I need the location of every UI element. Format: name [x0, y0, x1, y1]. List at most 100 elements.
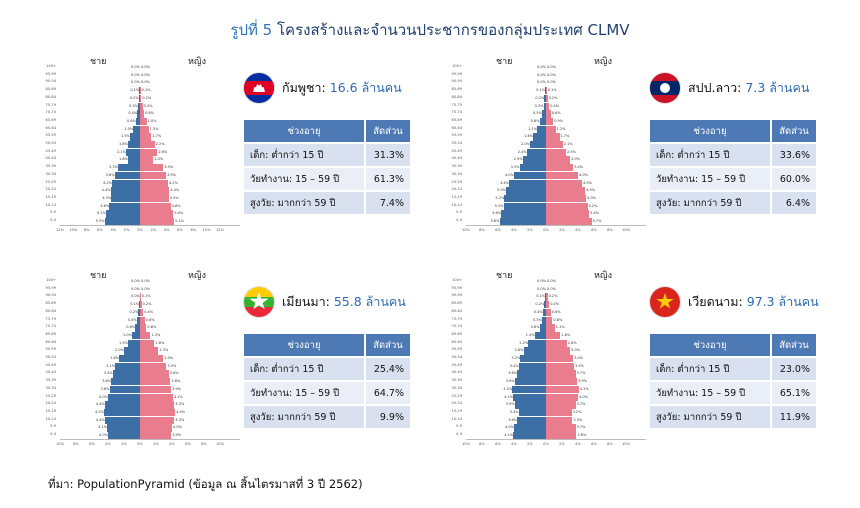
male-bar [545, 87, 546, 95]
age-tick: 65-69 [451, 331, 462, 336]
male-bar [128, 339, 140, 347]
female-value: 3.7% [576, 425, 586, 430]
male-value: 0.1% [536, 88, 546, 93]
male-value: 1.8% [119, 142, 128, 146]
male-bar [135, 324, 140, 332]
male-value: 1.6% [524, 134, 534, 139]
header-age: ช่วงอายุ [244, 120, 364, 142]
male-value: 1.4% [525, 332, 535, 337]
female-bar [140, 210, 174, 218]
male-value: 0.4% [128, 111, 138, 116]
x-axis [466, 225, 646, 226]
male-value: 0.1% [130, 302, 140, 307]
female-bar [546, 401, 576, 409]
male-bar [518, 362, 546, 371]
age-tick: 60-64 [451, 125, 462, 130]
female-value: 4.3% [169, 195, 179, 200]
age-group-label: เด็ก: ต่ำกว่า 15 ปี [650, 144, 770, 166]
male-bar [138, 102, 140, 110]
age-tick: 15-19 [45, 408, 56, 413]
male-value: 0.0% [131, 279, 140, 283]
female-value: 1.0% [147, 118, 157, 123]
male-bar [522, 156, 546, 164]
male-value: 4.0% [505, 172, 514, 177]
female-value: 1.7% [152, 134, 162, 139]
male-value: 4.6% [100, 203, 110, 208]
x-tick: 0% [543, 228, 549, 232]
female-value: 4.2% [169, 180, 178, 185]
x-tick: 0% [543, 442, 549, 446]
male-value: 4.1% [504, 394, 514, 399]
female-value: 1.2% [556, 126, 566, 131]
female-value: 3.3% [167, 363, 177, 368]
age-tick: 60-64 [45, 125, 56, 130]
panel-vietnam: ชาย หญิง 100+ 95-99 90-94 85-89 80-84 75-79 70-7… [436, 262, 831, 462]
male-bar [519, 164, 546, 172]
female-value: 5.0% [174, 211, 184, 216]
vietnam-flag-icon [650, 287, 680, 317]
age-tick: 10-14 [45, 416, 56, 421]
female-value: 0.1% [547, 88, 557, 93]
male-value: 3.9% [505, 379, 515, 384]
male-bar [539, 324, 546, 332]
country-name: กัมพูชา: [282, 80, 326, 95]
male-bar [124, 347, 140, 355]
male-bar [545, 293, 546, 301]
x-axis [466, 439, 646, 440]
female-bar [546, 378, 578, 386]
age-tick: 30-34 [45, 171, 56, 176]
female-bar [140, 370, 169, 378]
female-value: 3.5% [575, 363, 584, 368]
male-value: 0.2% [535, 302, 545, 307]
age-tick: 90-94 [45, 79, 56, 84]
male-bar [542, 316, 546, 324]
female-bar [140, 87, 141, 95]
age-tick: 85-89 [45, 87, 56, 92]
age-tick: 45-49 [451, 148, 462, 153]
female-value: 3.9% [172, 433, 182, 437]
x-tick: 8% [201, 442, 207, 446]
figure-number: รูปที่ 5 [230, 21, 273, 39]
table-header-row: ช่วงอายุ สัดส่วน [650, 120, 816, 142]
age-tick: 70-74 [45, 324, 56, 329]
male-value: 0.2% [129, 95, 139, 100]
age-tick: 10-14 [45, 202, 56, 207]
female-bar [140, 408, 176, 417]
male-value: 2.0% [521, 142, 530, 146]
age-group-label: เด็ก: ต่ำกว่า 15 ปี [244, 144, 364, 166]
male-bar [530, 141, 546, 149]
male-value: 4.5% [95, 409, 104, 414]
female-bar [140, 432, 172, 440]
x-tick: 2% [559, 228, 565, 232]
male-value: 0.3% [129, 103, 138, 108]
male-bar [534, 331, 546, 340]
age-tick: 75-79 [45, 102, 56, 107]
female-value: 3.4% [574, 165, 584, 170]
female-value: 0.0% [141, 72, 150, 77]
female-value: 1.8% [155, 340, 165, 345]
male-value: 3.8% [105, 172, 115, 177]
female-bar [546, 187, 586, 195]
female-bar [140, 293, 141, 301]
myanmar-flag-icon [244, 287, 274, 317]
male-bar [504, 194, 546, 203]
female-label: หญิง [594, 57, 612, 67]
male-bar [518, 408, 546, 417]
table-row: สูงวัย: มากกว่า 59 ปี 6.4% [650, 192, 816, 214]
female-bar [546, 370, 576, 378]
age-group-label: สูงวัย: มากกว่า 59 ปี [650, 406, 770, 428]
male-bar [109, 202, 140, 210]
x-tick: 6% [495, 228, 501, 232]
male-bar [544, 94, 546, 103]
table-row: วัยทำงาน: 15 – 59 ปี 60.0% [650, 168, 816, 190]
age-tick: 65-69 [451, 117, 462, 122]
age-group-label: วัยทำงาน: 15 – 59 ปี [650, 168, 770, 190]
x-tick: 8% [479, 442, 485, 446]
country-header: เมียนมา: 55.8 ล้านคน [244, 284, 406, 320]
female-bar [546, 362, 574, 371]
male-bar [139, 87, 140, 95]
female-bar [140, 125, 149, 133]
female-value: 4.5% [583, 180, 592, 185]
female-value: 5.4% [590, 211, 600, 216]
male-value: 0.8% [530, 118, 540, 123]
